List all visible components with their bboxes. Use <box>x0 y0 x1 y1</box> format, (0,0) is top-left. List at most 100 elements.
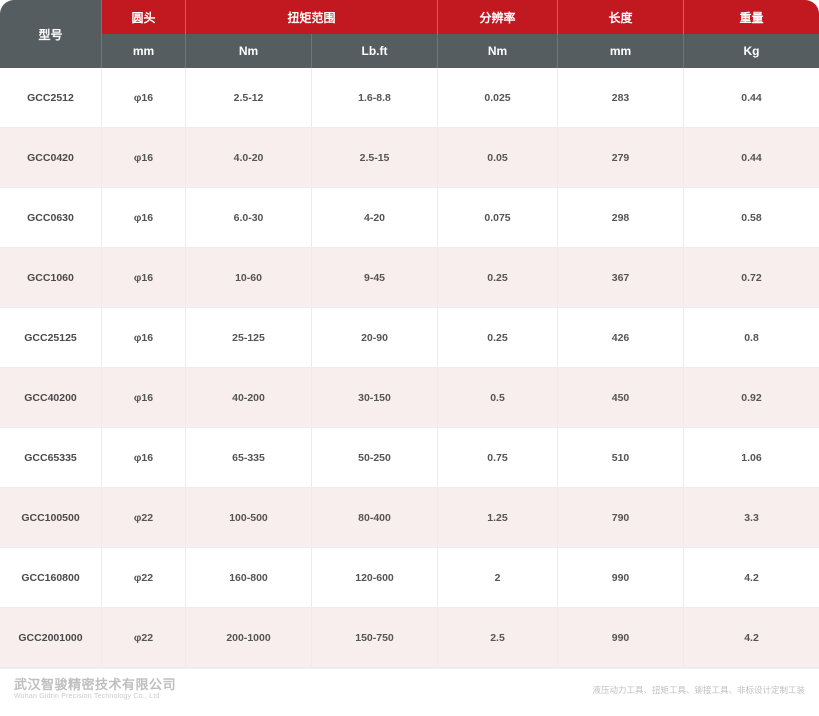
cell-weight: 0.44 <box>684 68 819 128</box>
cell-model: GCC2001000 <box>0 608 102 668</box>
table-row: GCC0630φ166.0-304-200.0752980.58 <box>0 188 819 248</box>
table-row: GCC25125φ1625-12520-900.254260.8 <box>0 308 819 368</box>
cell-model: GCC160800 <box>0 548 102 608</box>
cell-resolution: 2.5 <box>438 608 558 668</box>
cell-resolution: 0.075 <box>438 188 558 248</box>
cell-torque-lbft: 9-45 <box>312 248 438 308</box>
col-header-model: 型号 <box>0 0 102 68</box>
table-row: GCC40200φ1640-20030-1500.54500.92 <box>0 368 819 428</box>
cell-length: 426 <box>558 308 684 368</box>
cell-length: 367 <box>558 248 684 308</box>
cell-model: GCC65335 <box>0 428 102 488</box>
cell-resolution: 0.75 <box>438 428 558 488</box>
cell-model: GCC100500 <box>0 488 102 548</box>
cell-torque-nm: 65-335 <box>186 428 312 488</box>
cell-torque-lbft: 150-750 <box>312 608 438 668</box>
unit-torque-lbft: Lb.ft <box>312 34 438 68</box>
cell-round-head: φ22 <box>102 608 186 668</box>
cell-torque-lbft: 80-400 <box>312 488 438 548</box>
cell-length: 990 <box>558 548 684 608</box>
cell-torque-nm: 2.5-12 <box>186 68 312 128</box>
cell-weight: 3.3 <box>684 488 819 548</box>
col-header-weight: 重量 <box>684 0 819 34</box>
cell-length: 790 <box>558 488 684 548</box>
cell-round-head: φ16 <box>102 68 186 128</box>
unit-torque-nm: Nm <box>186 34 312 68</box>
cell-length: 283 <box>558 68 684 128</box>
header-row-2: mm Nm Lb.ft Nm mm Kg <box>0 34 819 68</box>
cell-round-head: φ22 <box>102 548 186 608</box>
cell-weight: 0.44 <box>684 128 819 188</box>
cell-round-head: φ16 <box>102 308 186 368</box>
cell-resolution: 2 <box>438 548 558 608</box>
cell-weight: 4.2 <box>684 548 819 608</box>
cell-torque-nm: 160-800 <box>186 548 312 608</box>
cell-torque-nm: 6.0-30 <box>186 188 312 248</box>
unit-round-head: mm <box>102 34 186 68</box>
cell-round-head: φ16 <box>102 128 186 188</box>
cell-torque-lbft: 1.6-8.8 <box>312 68 438 128</box>
cell-length: 298 <box>558 188 684 248</box>
col-header-length: 长度 <box>558 0 684 34</box>
cell-torque-nm: 200-1000 <box>186 608 312 668</box>
header-row-1: 型号 圆头 扭矩范围 分辨率 长度 重量 <box>0 0 819 34</box>
unit-length: mm <box>558 34 684 68</box>
cell-round-head: φ16 <box>102 428 186 488</box>
cell-torque-lbft: 2.5-15 <box>312 128 438 188</box>
cell-model: GCC0630 <box>0 188 102 248</box>
footer-left: 武汉智骏精密技术有限公司 Wuhan Gidrin Precision Tech… <box>14 678 176 701</box>
cell-torque-nm: 25-125 <box>186 308 312 368</box>
cell-resolution: 0.05 <box>438 128 558 188</box>
cell-length: 990 <box>558 608 684 668</box>
cell-torque-nm: 10-60 <box>186 248 312 308</box>
col-header-round-head: 圆头 <box>102 0 186 34</box>
cell-torque-lbft: 50-250 <box>312 428 438 488</box>
cell-length: 510 <box>558 428 684 488</box>
cell-torque-nm: 100-500 <box>186 488 312 548</box>
table-row: GCC100500φ22100-50080-4001.257903.3 <box>0 488 819 548</box>
table-row: GCC1060φ1610-609-450.253670.72 <box>0 248 819 308</box>
cell-model: GCC40200 <box>0 368 102 428</box>
cell-model: GCC1060 <box>0 248 102 308</box>
table-body: GCC2512φ162.5-121.6-8.80.0252830.44GCC04… <box>0 68 819 668</box>
unit-weight: Kg <box>684 34 819 68</box>
spec-table-container: 型号 圆头 扭矩范围 分辨率 长度 重量 mm Nm Lb.ft Nm mm K… <box>0 0 819 668</box>
cell-weight: 0.8 <box>684 308 819 368</box>
table-row: GCC0420φ164.0-202.5-150.052790.44 <box>0 128 819 188</box>
footer-company-cn: 武汉智骏精密技术有限公司 <box>14 678 176 693</box>
cell-round-head: φ16 <box>102 368 186 428</box>
cell-model: GCC2512 <box>0 68 102 128</box>
cell-round-head: φ16 <box>102 248 186 308</box>
cell-weight: 0.72 <box>684 248 819 308</box>
cell-torque-lbft: 20-90 <box>312 308 438 368</box>
cell-weight: 0.92 <box>684 368 819 428</box>
unit-resolution: Nm <box>438 34 558 68</box>
cell-torque-nm: 40-200 <box>186 368 312 428</box>
cell-torque-nm: 4.0-20 <box>186 128 312 188</box>
cell-round-head: φ16 <box>102 188 186 248</box>
cell-model: GCC0420 <box>0 128 102 188</box>
cell-weight: 1.06 <box>684 428 819 488</box>
col-header-torque-range: 扭矩范围 <box>186 0 438 34</box>
table-row: GCC160800φ22160-800120-60029904.2 <box>0 548 819 608</box>
table-row: GCC65335φ1665-33550-2500.755101.06 <box>0 428 819 488</box>
cell-torque-lbft: 4-20 <box>312 188 438 248</box>
cell-resolution: 0.25 <box>438 308 558 368</box>
cell-resolution: 0.025 <box>438 68 558 128</box>
footer: 武汉智骏精密技术有限公司 Wuhan Gidrin Precision Tech… <box>0 668 819 710</box>
cell-torque-lbft: 30-150 <box>312 368 438 428</box>
cell-model: GCC25125 <box>0 308 102 368</box>
table-row: GCC2512φ162.5-121.6-8.80.0252830.44 <box>0 68 819 128</box>
cell-length: 450 <box>558 368 684 428</box>
cell-weight: 4.2 <box>684 608 819 668</box>
footer-right-text: 液压动力工具、扭矩工具、铆接工具、非标设计定制工装 <box>592 684 805 696</box>
spec-table: 型号 圆头 扭矩范围 分辨率 长度 重量 mm Nm Lb.ft Nm mm K… <box>0 0 819 668</box>
cell-weight: 0.58 <box>684 188 819 248</box>
col-header-resolution: 分辨率 <box>438 0 558 34</box>
cell-round-head: φ22 <box>102 488 186 548</box>
cell-torque-lbft: 120-600 <box>312 548 438 608</box>
cell-resolution: 0.25 <box>438 248 558 308</box>
cell-length: 279 <box>558 128 684 188</box>
footer-company-en: Wuhan Gidrin Precision Technology Co., L… <box>14 693 176 701</box>
cell-resolution: 1.25 <box>438 488 558 548</box>
